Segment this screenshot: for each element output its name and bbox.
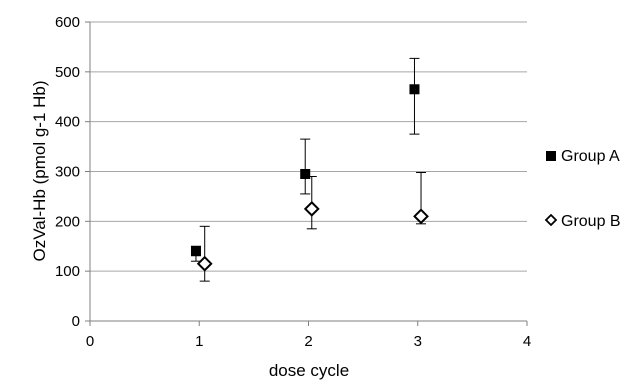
x-tick-labels: 0 1 2 3 4 <box>86 333 531 350</box>
legend-item-group-a: Group A <box>546 148 620 165</box>
legend-marker-group-b <box>544 213 558 227</box>
data-markers <box>190 84 429 272</box>
y-tick-labels: 0 100 200 300 400 500 600 <box>55 14 80 330</box>
marker-group-b-2 <box>413 208 429 225</box>
y-tick-label-200: 200 <box>55 213 80 230</box>
y-tick-label-0: 0 <box>72 313 80 330</box>
legend-item-group-b: Group B <box>544 213 621 230</box>
x-tick-label-3: 3 <box>414 333 422 350</box>
legend-marker-group-a <box>546 151 556 161</box>
axes <box>85 21 528 326</box>
marker-group-a-0 <box>190 246 201 257</box>
x-tick-label-0: 0 <box>86 333 94 350</box>
x-tick-label-1: 1 <box>195 333 203 350</box>
marker-group-b-1 <box>303 200 320 217</box>
marker-group-a-1 <box>300 168 311 179</box>
y-axis-label: OzVal-Hb (pmol g-1 Hb) <box>30 80 49 261</box>
y-tick-label-600: 600 <box>55 14 80 31</box>
y-tick-label-500: 500 <box>55 64 80 81</box>
y-tick-label-400: 400 <box>55 114 80 131</box>
legend-label-group-a: Group A <box>561 148 620 165</box>
marker-group-b-0 <box>196 255 213 272</box>
legend: Group A Group B <box>544 148 621 230</box>
marker-group-a-2 <box>409 84 420 95</box>
gridlines <box>90 21 527 272</box>
legend-label-group-b: Group B <box>561 213 621 230</box>
x-axis-label: dose cycle <box>269 361 349 380</box>
x-tick-label-2: 2 <box>304 333 312 350</box>
y-tick-label-300: 300 <box>55 164 80 181</box>
y-tick-label-100: 100 <box>55 263 80 280</box>
x-tick-label-4: 4 <box>523 333 531 350</box>
